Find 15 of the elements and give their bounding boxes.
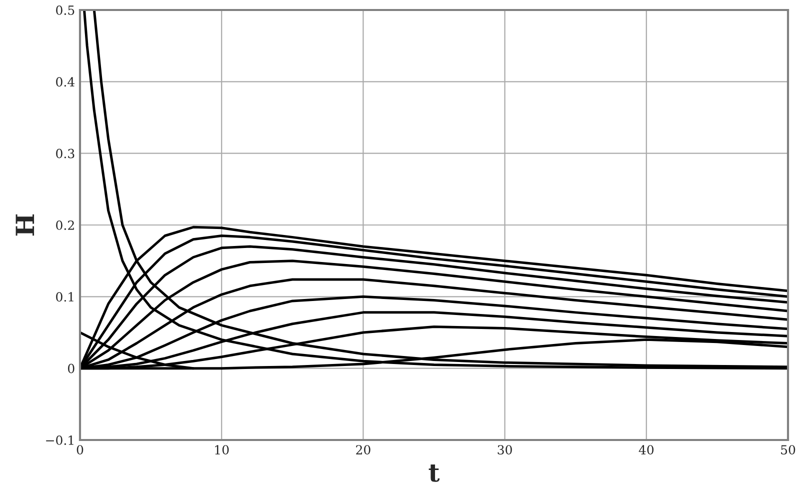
y-tick-label: 0 (68, 364, 74, 374)
y-axis-title: H (16, 214, 34, 236)
x-axis-title: t (428, 464, 440, 482)
x-tick-label: 40 (638, 445, 654, 455)
y-tick-label: 0.5 (56, 5, 74, 15)
y-tick-label: 0.4 (56, 77, 75, 87)
y-tick-label: 0.2 (56, 220, 74, 230)
x-tick-label: 10 (215, 445, 229, 455)
y-tick-label: 0.3 (56, 148, 74, 158)
y-tick-label: 0.1 (56, 292, 74, 302)
x-tick-label: 0 (76, 445, 84, 455)
x-tick-label: 30 (498, 445, 512, 455)
x-tick-label: 50 (781, 445, 796, 455)
y-tick-label: −0.1 (46, 435, 74, 445)
x-tick-label: 20 (356, 445, 370, 455)
